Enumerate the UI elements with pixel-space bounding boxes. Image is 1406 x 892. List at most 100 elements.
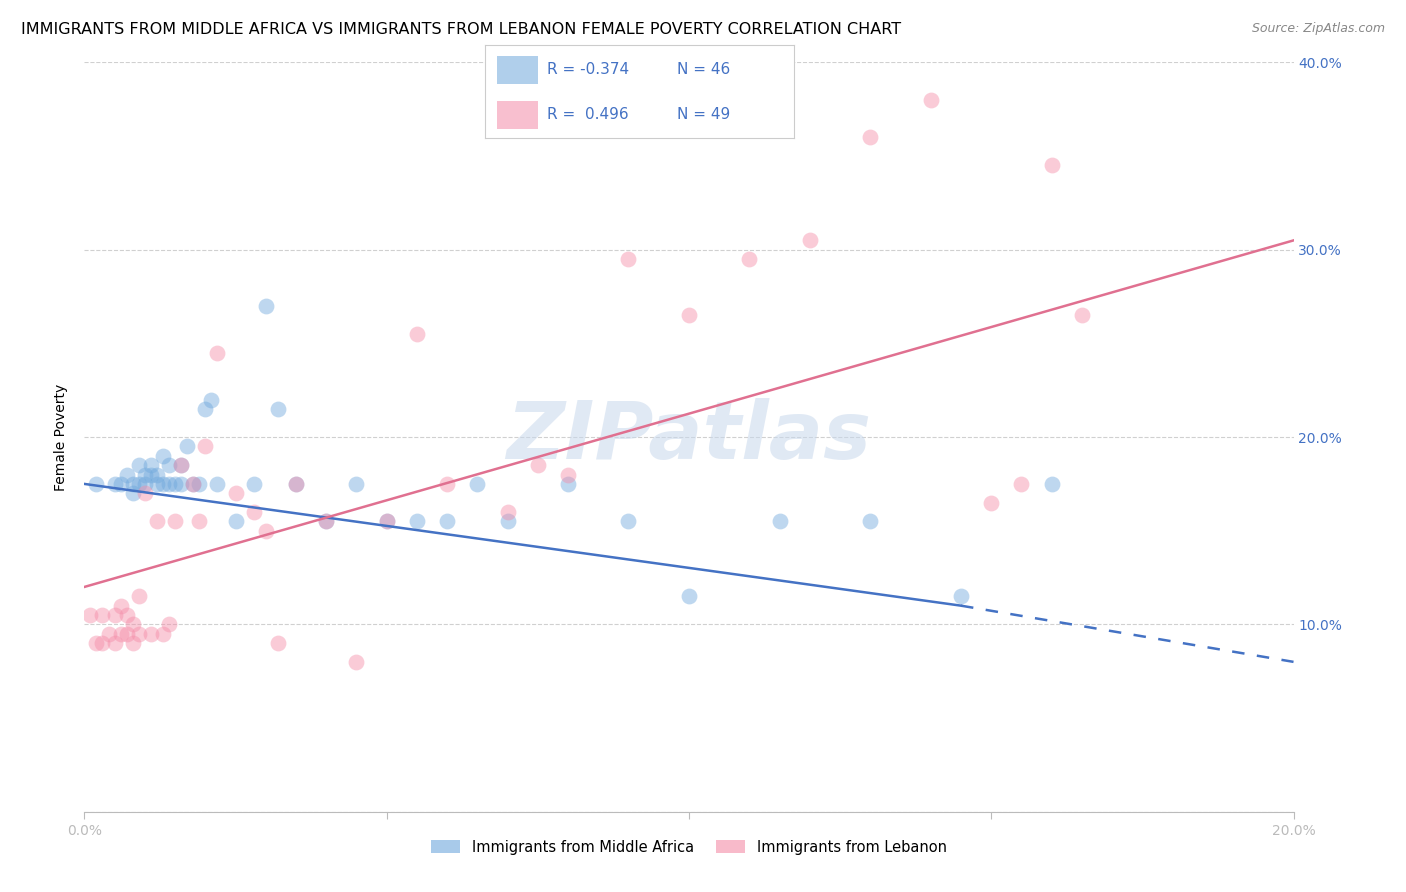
Point: [152, 476, 174, 491]
Text: ZIPatlas: ZIPatlas: [506, 398, 872, 476]
Point: [315, 514, 337, 528]
Point: [799, 233, 821, 247]
Point: [134, 476, 156, 491]
Point: [1040, 159, 1063, 173]
Point: [110, 599, 132, 613]
Point: [170, 458, 193, 473]
Point: [157, 476, 180, 491]
Point: [769, 514, 792, 528]
Point: [157, 458, 180, 473]
Point: [496, 514, 519, 528]
Point: [157, 617, 180, 632]
Point: [115, 467, 138, 482]
Point: [496, 505, 519, 519]
Point: [346, 476, 368, 491]
Point: [678, 308, 700, 322]
Point: [375, 514, 398, 528]
Point: [225, 486, 247, 500]
Point: [188, 514, 211, 528]
Point: [181, 476, 204, 491]
Point: [920, 93, 942, 107]
Point: [146, 476, 169, 491]
Point: [110, 626, 132, 640]
Point: [225, 514, 247, 528]
Point: [128, 626, 150, 640]
Point: [121, 617, 143, 632]
Point: [859, 514, 882, 528]
Point: [254, 524, 277, 538]
Point: [146, 467, 169, 482]
Point: [285, 476, 308, 491]
Text: N = 49: N = 49: [676, 107, 730, 122]
Point: [436, 514, 458, 528]
Bar: [498, 101, 537, 129]
Point: [176, 440, 198, 453]
Point: [97, 626, 120, 640]
Point: [406, 514, 429, 528]
Point: [557, 467, 579, 482]
Point: [254, 299, 277, 313]
Point: [170, 476, 193, 491]
Point: [86, 476, 108, 491]
Point: [104, 476, 127, 491]
Point: [128, 458, 150, 473]
Point: [121, 476, 143, 491]
Point: [139, 467, 162, 482]
Point: [467, 476, 489, 491]
Point: [146, 514, 169, 528]
Point: [91, 608, 114, 623]
Point: [91, 636, 114, 650]
Point: [242, 505, 264, 519]
Point: [139, 458, 162, 473]
Point: [315, 514, 337, 528]
Point: [436, 476, 458, 491]
Point: [121, 636, 143, 650]
Point: [115, 626, 138, 640]
Point: [375, 514, 398, 528]
Point: [527, 458, 550, 473]
Text: IMMIGRANTS FROM MIDDLE AFRICA VS IMMIGRANTS FROM LEBANON FEMALE POVERTY CORRELAT: IMMIGRANTS FROM MIDDLE AFRICA VS IMMIGRA…: [21, 22, 901, 37]
Text: R =  0.496: R = 0.496: [547, 107, 628, 122]
Y-axis label: Female Poverty: Female Poverty: [53, 384, 67, 491]
Point: [859, 130, 882, 145]
Point: [188, 476, 211, 491]
Point: [557, 476, 579, 491]
Point: [617, 514, 640, 528]
Point: [406, 326, 429, 341]
Point: [104, 636, 127, 650]
Legend: Immigrants from Middle Africa, Immigrants from Lebanon: Immigrants from Middle Africa, Immigrant…: [425, 834, 953, 861]
Point: [617, 252, 640, 266]
Point: [1011, 476, 1033, 491]
Bar: [498, 56, 537, 84]
Point: [181, 476, 204, 491]
Point: [128, 476, 150, 491]
Point: [152, 449, 174, 463]
Point: [980, 496, 1002, 510]
Point: [950, 590, 973, 604]
Point: [242, 476, 264, 491]
Point: [285, 476, 308, 491]
Point: [165, 476, 187, 491]
Point: [170, 458, 193, 473]
Point: [139, 626, 162, 640]
Point: [110, 476, 132, 491]
Point: [121, 486, 143, 500]
Text: R = -0.374: R = -0.374: [547, 62, 628, 78]
Point: [1071, 308, 1094, 322]
Point: [134, 467, 156, 482]
Point: [104, 608, 127, 623]
Point: [194, 401, 217, 416]
Point: [207, 476, 229, 491]
Text: Source: ZipAtlas.com: Source: ZipAtlas.com: [1251, 22, 1385, 36]
Point: [678, 590, 700, 604]
Point: [1040, 476, 1063, 491]
Point: [86, 636, 108, 650]
Text: N = 46: N = 46: [676, 62, 730, 78]
Point: [267, 401, 290, 416]
Point: [267, 636, 290, 650]
Point: [200, 392, 222, 407]
Point: [165, 514, 187, 528]
Point: [79, 608, 101, 623]
Point: [207, 345, 229, 359]
Point: [128, 590, 150, 604]
